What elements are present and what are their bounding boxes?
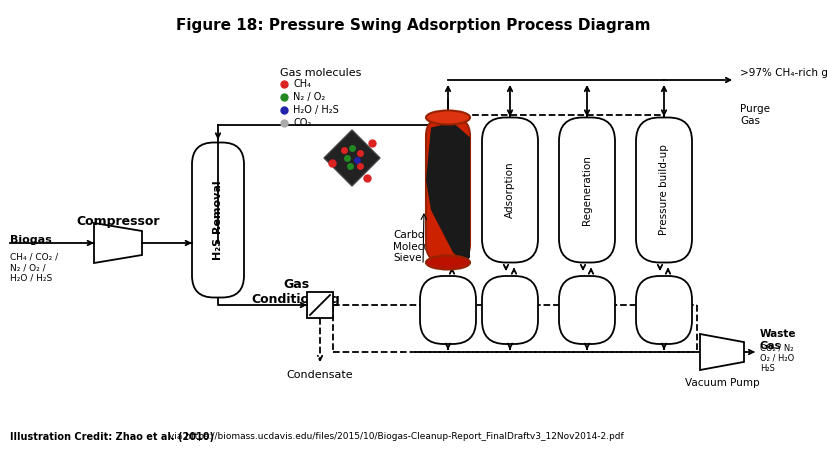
Polygon shape	[426, 122, 470, 262]
FancyBboxPatch shape	[636, 117, 692, 262]
Text: Figure 18: Pressure Swing Adsorption Process Diagram: Figure 18: Pressure Swing Adsorption Pro…	[176, 18, 650, 33]
Polygon shape	[700, 334, 744, 370]
Text: Regeneration: Regeneration	[582, 155, 592, 225]
FancyBboxPatch shape	[559, 276, 615, 344]
FancyBboxPatch shape	[636, 276, 692, 344]
Text: >97% CH₄-rich gas: >97% CH₄-rich gas	[740, 68, 827, 78]
Text: Condensate: Condensate	[287, 370, 353, 380]
Text: H₂S Removal: H₂S Removal	[213, 180, 223, 260]
Text: via https://biomass.ucdavis.edu/files/2015/10/Biogas-Cleanup-Report_FinalDraftv3: via https://biomass.ucdavis.edu/files/20…	[166, 432, 624, 441]
Text: Waste
Gas: Waste Gas	[760, 329, 796, 351]
Text: Pressure build-up: Pressure build-up	[659, 144, 669, 235]
Text: Carbon
Molecular
Sieve: Carbon Molecular Sieve	[393, 230, 444, 263]
Text: Biogas: Biogas	[10, 235, 52, 245]
Polygon shape	[94, 223, 142, 263]
Text: Gas
Conditioning: Gas Conditioning	[251, 278, 341, 306]
Text: Adsorption: Adsorption	[505, 162, 515, 218]
Text: CH₄: CH₄	[293, 79, 311, 89]
Text: CO₂ / N₂
O₂ / H₂O
H₂S: CO₂ / N₂ O₂ / H₂O H₂S	[760, 343, 794, 373]
Text: CH₄ / CO₂ /
N₂ / O₂ /
H₂O / H₂S: CH₄ / CO₂ / N₂ / O₂ / H₂O / H₂S	[10, 253, 58, 283]
Ellipse shape	[426, 256, 470, 270]
FancyBboxPatch shape	[426, 117, 470, 262]
Text: CO₂: CO₂	[293, 118, 311, 128]
Text: Vacuum Pump: Vacuum Pump	[685, 378, 759, 388]
FancyBboxPatch shape	[482, 117, 538, 262]
Polygon shape	[324, 130, 380, 186]
Text: N₂ / O₂: N₂ / O₂	[293, 92, 325, 102]
FancyBboxPatch shape	[559, 117, 615, 262]
Text: Gas molecules: Gas molecules	[280, 68, 361, 78]
Text: Illustration Credit: Zhao et al. (2010): Illustration Credit: Zhao et al. (2010)	[10, 432, 214, 442]
Text: Compressor: Compressor	[76, 215, 160, 228]
Text: H₂O / H₂S: H₂O / H₂S	[293, 105, 339, 115]
Bar	[307, 292, 333, 318]
Ellipse shape	[426, 111, 470, 125]
FancyBboxPatch shape	[420, 276, 476, 344]
FancyBboxPatch shape	[482, 276, 538, 344]
FancyBboxPatch shape	[192, 143, 244, 297]
Text: Purge
Gas: Purge Gas	[740, 104, 770, 126]
